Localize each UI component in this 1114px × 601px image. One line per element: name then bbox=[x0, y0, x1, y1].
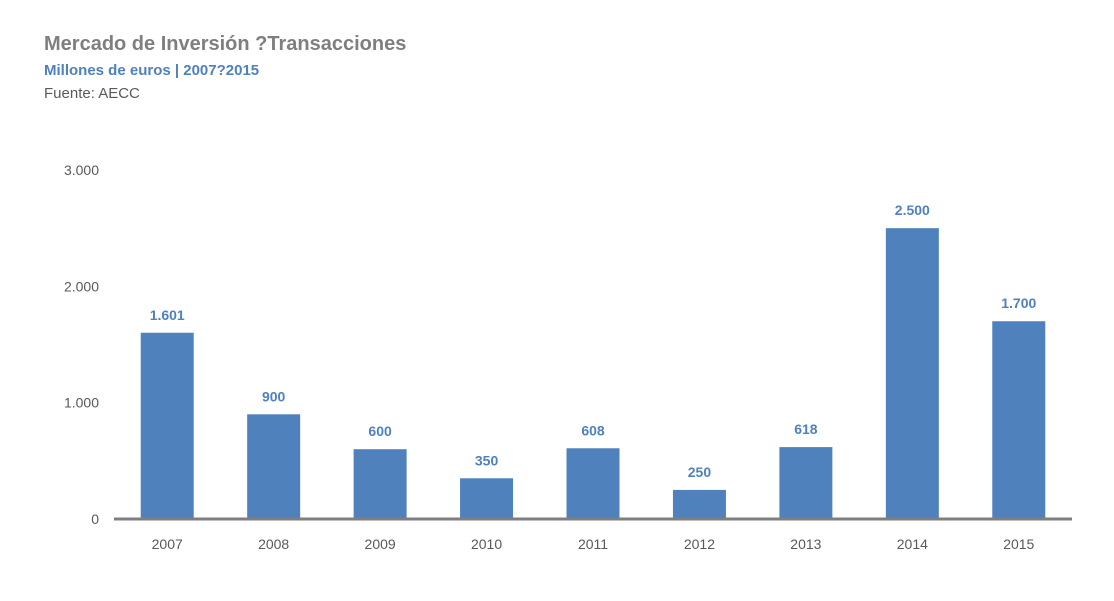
bar-2012 bbox=[672, 489, 726, 519]
data-label-2007: 1.601 bbox=[150, 307, 185, 323]
x-tick-label-2010: 2010 bbox=[471, 536, 502, 552]
bar-2013 bbox=[779, 447, 833, 519]
x-tick-label-2008: 2008 bbox=[258, 536, 289, 552]
data-label-2010: 350 bbox=[475, 452, 499, 468]
x-tick-label-2009: 2009 bbox=[365, 536, 396, 552]
x-tick-label-2015: 2015 bbox=[1003, 536, 1034, 552]
chart-subtitle: Millones de euros | 2007?2015 bbox=[44, 62, 260, 79]
x-tick-label-2013: 2013 bbox=[790, 536, 821, 552]
chart-source: Fuente: AECC bbox=[44, 85, 140, 102]
x-tick-label-2012: 2012 bbox=[684, 536, 715, 552]
y-tick-label: 3.000 bbox=[64, 162, 99, 178]
bar-2010 bbox=[460, 478, 514, 519]
y-tick-label: 1.000 bbox=[64, 395, 99, 411]
bar-2009 bbox=[353, 449, 407, 519]
data-label-2015: 1.700 bbox=[1001, 295, 1036, 311]
bar-2008 bbox=[247, 414, 301, 519]
data-label-2011: 608 bbox=[581, 422, 605, 438]
x-tick-label-2014: 2014 bbox=[897, 536, 928, 552]
bar-2015 bbox=[992, 321, 1046, 519]
data-label-2008: 900 bbox=[262, 388, 286, 404]
y-tick-label: 2.000 bbox=[64, 278, 99, 294]
bar-2007 bbox=[140, 332, 194, 519]
data-label-2012: 250 bbox=[688, 464, 712, 480]
data-label-2009: 600 bbox=[368, 423, 392, 439]
chart-title: Mercado de Inversión ?Transacciones bbox=[44, 33, 407, 55]
x-tick-label-2011: 2011 bbox=[578, 536, 608, 552]
bar-2011 bbox=[566, 448, 620, 519]
y-tick-label: 0 bbox=[91, 511, 99, 527]
x-tick-label-2007: 2007 bbox=[152, 536, 183, 552]
data-label-2014: 2.500 bbox=[895, 202, 930, 218]
bar-2014 bbox=[885, 228, 939, 519]
data-label-2013: 618 bbox=[794, 421, 818, 437]
